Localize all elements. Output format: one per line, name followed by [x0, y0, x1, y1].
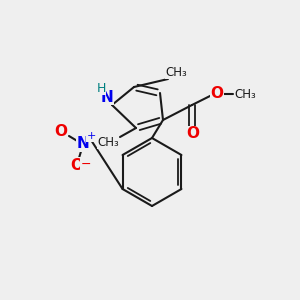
Text: +: + — [86, 131, 96, 141]
Text: O: O — [55, 124, 68, 140]
Text: N: N — [76, 136, 89, 152]
Text: H: H — [96, 82, 106, 94]
Text: CH₃: CH₃ — [165, 65, 187, 79]
Text: O: O — [187, 127, 200, 142]
Text: CH₃: CH₃ — [234, 88, 256, 100]
Text: O: O — [211, 85, 224, 100]
Text: N: N — [100, 89, 113, 104]
Text: −: − — [81, 158, 91, 170]
Text: CH₃: CH₃ — [97, 136, 119, 148]
Text: O: O — [70, 158, 83, 172]
